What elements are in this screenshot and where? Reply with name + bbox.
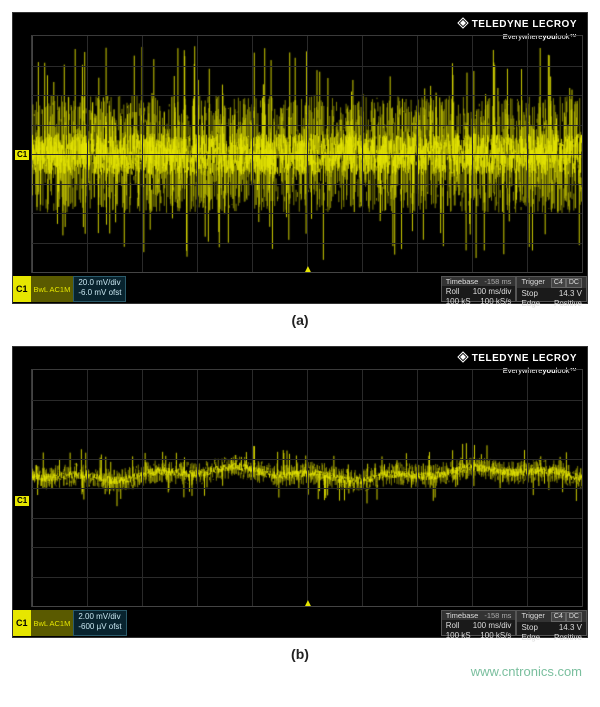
timebase-header: Timebase: [446, 277, 479, 286]
timebase-samples: 100 kS: [446, 631, 471, 641]
channel-settings: 20.0 mV/div -6.0 mV ofst: [73, 276, 126, 302]
brand-icon: [457, 351, 469, 366]
timebase-pos: -158 ms: [484, 611, 511, 620]
oscilloscope-a: TELEDYNE LECROY Everywhereyoulook™ C1 ▲ …: [12, 12, 588, 304]
trigger-type: Edge: [521, 299, 540, 309]
timebase-div: 100 ms/div: [473, 621, 512, 631]
channel-flags: BwL AC1M: [31, 610, 74, 636]
timebase-rate: 100 kS/s: [480, 631, 511, 641]
brand-icon: [457, 17, 469, 32]
offset-label: -6.0 mV ofst: [78, 288, 121, 298]
timebase-mode: Roll: [446, 287, 460, 297]
caption-b: (b): [12, 646, 588, 662]
caption-a: (a): [12, 312, 588, 328]
timebase-header: Timebase: [446, 611, 479, 620]
trigger-level: 14.3 V: [559, 289, 582, 299]
trigger-state: Stop: [521, 623, 537, 633]
trigger-box-a[interactable]: TriggerC4DC Stop14.3 V EdgePositive: [516, 276, 587, 302]
channel-info-b[interactable]: C1 BwL AC1M 2.00 mV/div -600 µV ofst: [13, 610, 127, 636]
info-bar-a: C1 BwL AC1M 20.0 mV/div -6.0 mV ofst Tim…: [13, 274, 587, 302]
offset-label: -600 µV ofst: [78, 622, 121, 632]
watermark: www.cntronics.com: [471, 664, 582, 679]
timebase-box-a[interactable]: Timebase-158 ms Roll100 ms/div 100 kS100…: [441, 276, 517, 302]
trigger-state: Stop: [521, 289, 537, 299]
channel-marker-a: C1: [15, 150, 29, 160]
timebase-div: 100 ms/div: [473, 287, 512, 297]
brand-name: TELEDYNE LECROY: [472, 353, 577, 364]
trigger-slope: Positive: [554, 299, 582, 309]
channel-badge: C1: [13, 276, 31, 302]
channel-flags: BwL AC1M: [31, 276, 74, 302]
trigger-badges: C4DC: [551, 611, 582, 622]
vdiv-label: 2.00 mV/div: [78, 612, 121, 622]
trigger-level: 14.3 V: [559, 623, 582, 633]
trigger-box-b[interactable]: TriggerC4DC Stop14.3 V EdgePositive: [516, 610, 587, 636]
channel-marker-b: C1: [15, 496, 29, 506]
channel-settings: 2.00 mV/div -600 µV ofst: [73, 610, 126, 636]
vdiv-label: 20.0 mV/div: [78, 278, 121, 288]
brand-name: TELEDYNE LECROY: [472, 19, 577, 30]
timebase-samples: 100 kS: [446, 297, 471, 307]
timebase-rate: 100 kS/s: [480, 297, 511, 307]
trigger-header: Trigger: [521, 611, 544, 622]
timebase-pos: -158 ms: [484, 277, 511, 286]
timebase-mode: Roll: [446, 621, 460, 631]
channel-badge: C1: [13, 610, 31, 636]
trigger-header: Trigger: [521, 277, 544, 288]
timebase-box-b[interactable]: Timebase-158 ms Roll100 ms/div 100 kS100…: [441, 610, 517, 636]
trigger-badges: C4DC: [551, 277, 582, 288]
trigger-slope: Positive: [554, 633, 582, 643]
waveform-grid-a: [31, 35, 583, 273]
trigger-type: Edge: [521, 633, 540, 643]
channel-info-a[interactable]: C1 BwL AC1M 20.0 mV/div -6.0 mV ofst: [13, 276, 126, 302]
oscilloscope-b: TELEDYNE LECROY Everywhereyoulook™ C1 ▲ …: [12, 346, 588, 638]
info-bar-b: C1 BwL AC1M 2.00 mV/div -600 µV ofst Tim…: [13, 608, 587, 636]
waveform-grid-b: [31, 369, 583, 607]
